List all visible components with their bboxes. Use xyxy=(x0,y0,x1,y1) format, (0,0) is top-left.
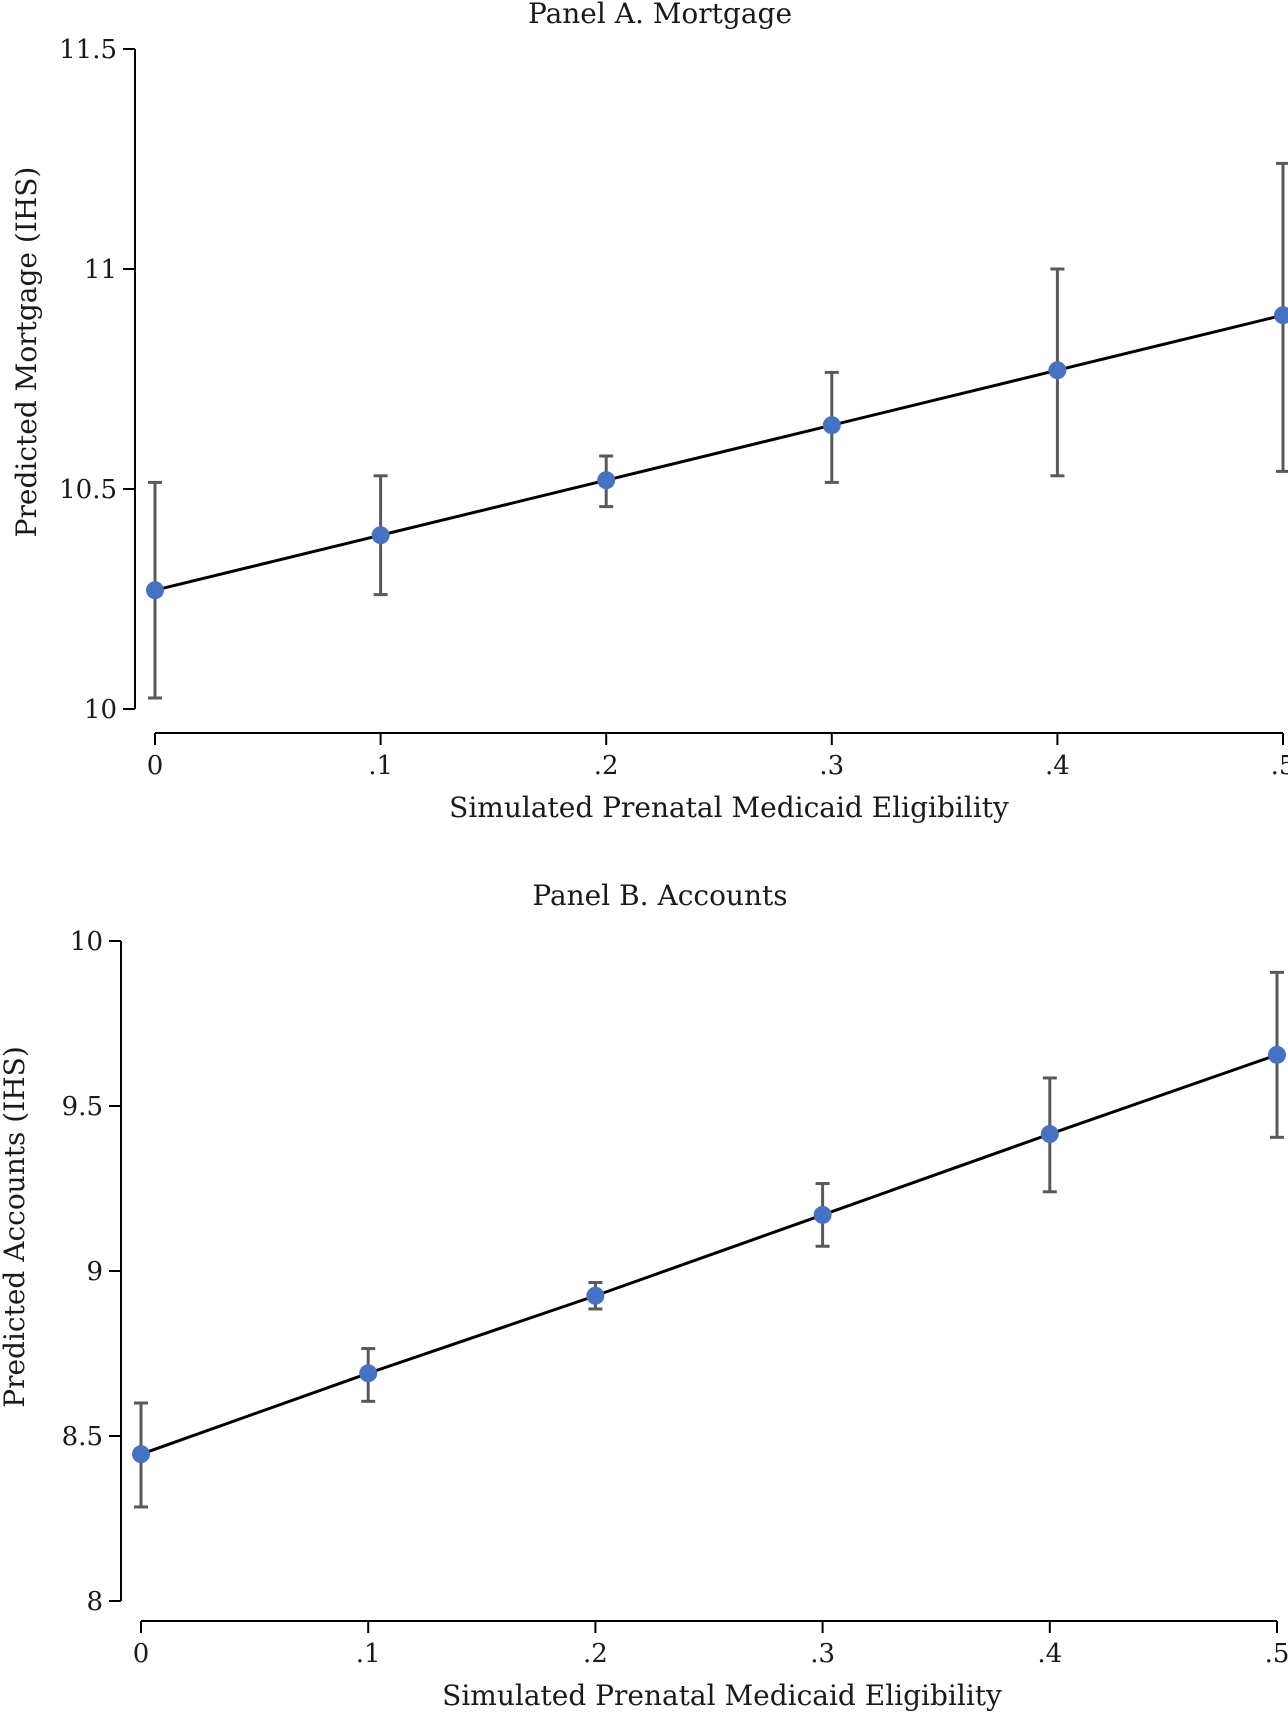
panel-a-x-ticks: 0 .1 .2 .3 .4 .5 xyxy=(147,732,1288,781)
panel-b-x-tick-label: .2 xyxy=(583,1639,608,1669)
panel-b-y-ticks: 8 8.5 9 9.5 10 xyxy=(62,927,122,1617)
panel-a-data-point xyxy=(1274,306,1288,325)
panel-a-data-point xyxy=(597,471,616,490)
panel-b-data-point xyxy=(132,1445,150,1464)
panel-a-data-point xyxy=(371,526,390,545)
panel-b-x-tick-label: .5 xyxy=(1265,1639,1288,1669)
panel-b-series-line xyxy=(140,1053,1278,1456)
panel-a-title: Panel A. Mortgage xyxy=(528,0,792,30)
panel-b-x-ticks: 0 .1 .2 .3 .4 .5 xyxy=(133,1620,1288,1669)
panel-b-data-point xyxy=(1040,1125,1059,1144)
panel-a-x-tick-label: .3 xyxy=(819,751,844,781)
panel-a-y-axis-title: Predicted Mortgage (IHS) xyxy=(10,167,43,538)
panel-a-mortgage: Panel A. Mortgage Predicted Mortgage (IH… xyxy=(10,0,1288,824)
panel-a-x-tick-label: .5 xyxy=(1271,751,1288,781)
panel-b-x-tick-label: .3 xyxy=(810,1639,835,1669)
panel-a-y-tick-label: 11.5 xyxy=(59,35,117,65)
panel-b-y-tick-label: 8.5 xyxy=(62,1422,103,1452)
panel-b-title: Panel B. Accounts xyxy=(532,879,787,912)
panel-b-accounts: Panel B. Accounts Predicted Accounts (IH… xyxy=(0,879,1288,1712)
panel-a-data-point xyxy=(146,581,164,600)
panel-b-x-tick-label: .1 xyxy=(356,1639,381,1669)
panel-b-data-point xyxy=(813,1205,832,1224)
panel-b-y-tick-label: 10 xyxy=(70,927,103,957)
panel-a-x-tick-label: .4 xyxy=(1045,751,1070,781)
panel-a-y-tick-label: 11 xyxy=(84,255,117,285)
panel-a-y-tick-label: 10 xyxy=(84,695,117,725)
panel-b-data-point xyxy=(586,1286,605,1305)
panel-b-x-axis-title: Simulated Prenatal Medicaid Eligibility xyxy=(442,1679,1002,1712)
panel-a-x-tick-label: .2 xyxy=(594,751,619,781)
panel-a-y-tick-label: 10.5 xyxy=(59,475,117,505)
panel-a-x-axis-title: Simulated Prenatal Medicaid Eligibility xyxy=(449,791,1009,824)
panel-b-y-tick-label: 8 xyxy=(86,1587,103,1617)
panel-a-x-tick-label: .1 xyxy=(368,751,393,781)
panel-b-x-tick-label: 0 xyxy=(133,1639,150,1669)
panel-a-x-tick-label: 0 xyxy=(147,751,164,781)
panel-a-data-point xyxy=(822,416,841,435)
panel-b-plot-area xyxy=(132,970,1286,1509)
panel-a-data-point xyxy=(1048,361,1067,380)
panel-b-y-tick-label: 9.5 xyxy=(62,1092,103,1122)
panel-a-y-ticks: 10 10.5 11 11.5 xyxy=(59,35,136,725)
panel-b-x-tick-label: .4 xyxy=(1037,1639,1062,1669)
panel-b-data-point xyxy=(359,1364,378,1383)
panel-b-data-point xyxy=(1268,1045,1286,1064)
panel-b-y-tick-label: 9 xyxy=(86,1257,103,1287)
panel-a-series-line xyxy=(154,313,1284,592)
panel-b-y-axis-title: Predicted Accounts (IHS) xyxy=(0,1046,31,1408)
panel-a-plot-area xyxy=(146,161,1288,700)
